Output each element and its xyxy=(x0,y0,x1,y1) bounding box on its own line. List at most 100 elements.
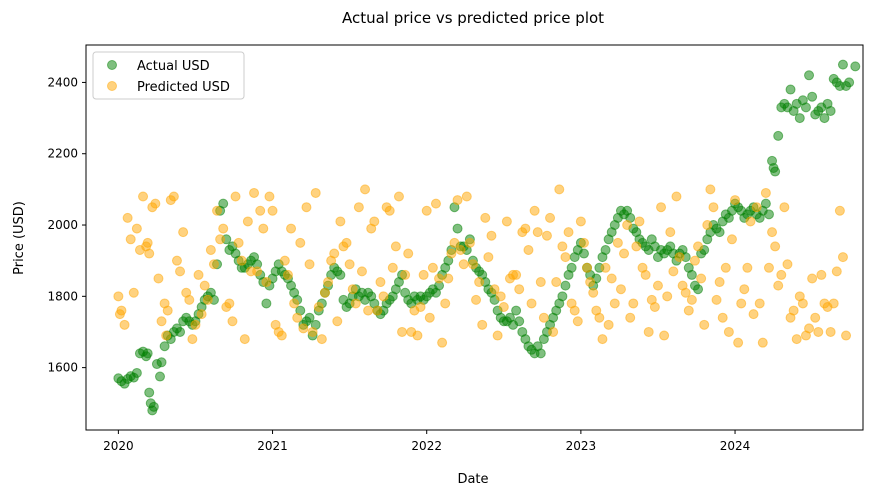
predicted-point xyxy=(347,284,358,295)
predicted-point xyxy=(640,269,651,280)
actual-point xyxy=(837,59,848,70)
predicted-point xyxy=(541,230,552,241)
actual-point xyxy=(819,113,830,124)
predicted-point xyxy=(825,326,836,337)
actual-point xyxy=(142,348,153,359)
predicted-point xyxy=(378,291,389,302)
actual-point xyxy=(763,209,774,220)
predicted-point xyxy=(295,237,306,248)
actual-point xyxy=(514,316,525,327)
predicted-point xyxy=(625,312,636,323)
plot-frame xyxy=(85,44,864,431)
predicted-point xyxy=(532,227,543,238)
actual-point xyxy=(600,244,611,255)
predicted-point xyxy=(440,298,451,309)
predicted-point xyxy=(289,298,300,309)
predicted-point xyxy=(360,184,371,195)
predicted-point xyxy=(628,298,639,309)
predicted-point xyxy=(597,334,608,345)
predicted-point xyxy=(335,216,346,227)
x-tick-label: 2020 xyxy=(103,439,134,453)
predicted-point xyxy=(153,273,164,284)
predicted-point xyxy=(754,298,765,309)
predicted-point xyxy=(307,326,318,337)
actual-point xyxy=(511,305,522,316)
x-tick-label: 2024 xyxy=(720,439,751,453)
predicted-point xyxy=(686,294,697,305)
predicted-point xyxy=(696,273,707,284)
legend-marker-predicted xyxy=(107,81,117,91)
predicted-point xyxy=(319,287,330,298)
predicted-point xyxy=(196,309,207,320)
predicted-point xyxy=(622,220,633,231)
predicted-point xyxy=(215,234,226,245)
x-tick-label: 2023 xyxy=(566,439,597,453)
predicted-point xyxy=(304,259,315,270)
predicted-point xyxy=(495,291,506,302)
predicted-point xyxy=(612,237,623,248)
predicted-point xyxy=(615,284,626,295)
predicted-point xyxy=(619,248,630,259)
predicted-point xyxy=(264,191,275,202)
predicted-point xyxy=(723,326,734,337)
predicted-point xyxy=(585,277,596,288)
predicted-point xyxy=(575,216,586,227)
predicted-point xyxy=(261,277,272,288)
predicted-point xyxy=(205,244,216,255)
actual-point xyxy=(566,262,577,273)
predicted-point xyxy=(656,202,667,213)
predicted-point xyxy=(150,198,161,209)
actual-point xyxy=(452,223,463,234)
predicted-point xyxy=(224,298,235,309)
actual-point xyxy=(794,113,805,124)
predicted-point xyxy=(403,248,414,259)
predicted-point xyxy=(471,294,482,305)
predicted-point xyxy=(594,312,605,323)
predicted-point xyxy=(810,312,821,323)
predicted-point xyxy=(449,237,460,248)
predicted-point xyxy=(649,302,660,313)
actual-point xyxy=(557,291,568,302)
predicted-point xyxy=(748,309,759,320)
predicted-point xyxy=(193,269,204,280)
predicted-point xyxy=(603,319,614,330)
predicted-point xyxy=(770,241,781,252)
actual-point xyxy=(760,198,771,209)
predicted-point xyxy=(397,326,408,337)
predicted-point xyxy=(242,216,253,227)
predicted-point xyxy=(415,302,426,313)
predicted-point xyxy=(138,191,149,202)
predicted-point xyxy=(418,269,429,280)
predicted-point xyxy=(486,230,497,241)
y-tick-label: 2400 xyxy=(47,75,78,89)
predicted-point xyxy=(548,326,559,337)
predicted-point xyxy=(717,312,728,323)
predicted-point xyxy=(171,255,182,266)
y-axis: 1600 1800 2000 2200 2400 xyxy=(47,75,86,375)
predicted-point xyxy=(286,223,297,234)
predicted-point xyxy=(582,262,593,273)
actual-point xyxy=(693,284,704,295)
actual-point xyxy=(804,70,815,81)
actual-point xyxy=(785,84,796,95)
predicted-point xyxy=(782,259,793,270)
predicted-point xyxy=(609,298,620,309)
predicted-point xyxy=(511,269,522,280)
predicted-point xyxy=(131,223,142,234)
predicted-point xyxy=(276,330,287,341)
predicted-point xyxy=(369,216,380,227)
plot-points xyxy=(113,59,861,416)
predicted-point xyxy=(125,234,136,245)
predicted-point xyxy=(702,220,713,231)
predicted-point xyxy=(569,305,580,316)
predicted-point xyxy=(218,223,229,234)
actual-point xyxy=(686,269,697,280)
actual-point xyxy=(218,198,229,209)
predicted-point xyxy=(578,237,589,248)
predicted-point xyxy=(208,259,219,270)
predicted-point xyxy=(424,312,435,323)
actual-point xyxy=(148,401,159,412)
actual-point xyxy=(155,371,165,382)
predicted-point xyxy=(680,287,691,298)
